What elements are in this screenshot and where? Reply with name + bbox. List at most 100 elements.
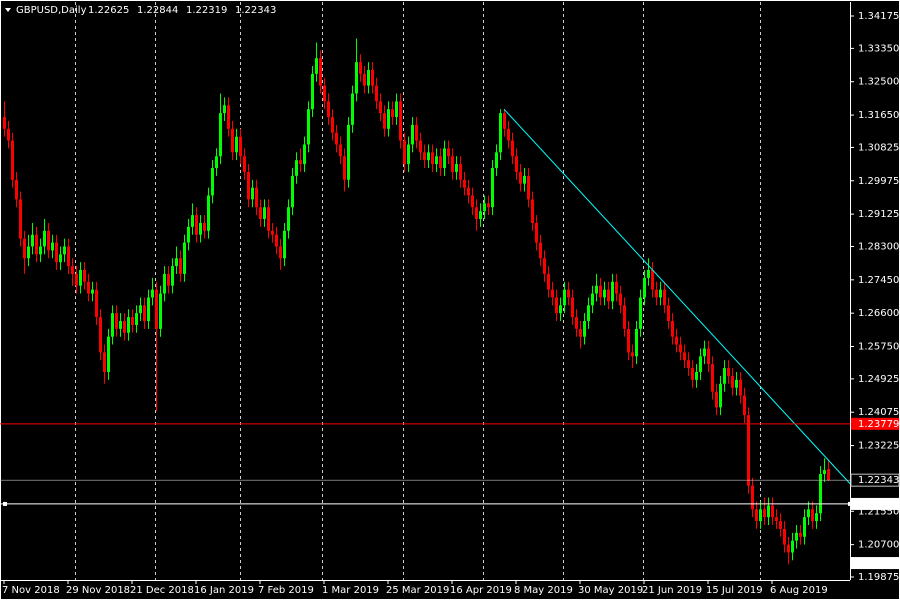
- candle-body: [323, 85, 326, 102]
- candle-body: [491, 168, 494, 208]
- candle-body: [359, 62, 362, 74]
- trendline: [503, 108, 853, 487]
- candle-body: [623, 305, 626, 329]
- candle-body: [631, 352, 634, 357]
- candle-body: [615, 281, 618, 294]
- candle-body: [531, 199, 534, 223]
- candle-body: [803, 517, 806, 537]
- menu-icon[interactable]: [5, 8, 11, 12]
- candle-body: [103, 352, 106, 373]
- candle-body: [311, 73, 314, 110]
- candle-body: [567, 289, 570, 298]
- candle-body: [339, 144, 342, 157]
- candle-body: [79, 270, 82, 286]
- y-tick-label: 1.32500: [858, 77, 899, 88]
- candle-body: [315, 58, 318, 74]
- candle-body: [11, 140, 14, 180]
- candle-body: [535, 222, 538, 243]
- candle-body: [543, 258, 546, 274]
- candle-body: [399, 101, 402, 141]
- candle-body: [411, 124, 414, 145]
- candle-body: [195, 215, 198, 235]
- candle-body: [687, 360, 690, 369]
- candle-body: [51, 242, 54, 251]
- candle-body: [223, 105, 226, 114]
- candle-body: [419, 140, 422, 153]
- candle-body: [199, 222, 202, 235]
- candle-body: [727, 368, 730, 376]
- candle-body: [715, 391, 718, 408]
- candle-body: [443, 148, 446, 169]
- candle-body: [203, 222, 206, 231]
- x-tick-label: 21 Jun 2019: [642, 585, 702, 596]
- x-tick-label: 15 Jul 2019: [706, 585, 763, 596]
- candle-body: [375, 85, 378, 102]
- candle-body: [403, 140, 406, 165]
- y-tick-label: 1.19875: [858, 572, 899, 583]
- y-tick-label: 1.34175: [858, 11, 899, 22]
- candle-body: [31, 234, 34, 247]
- x-tick-label: 16 Jan 2019: [194, 585, 254, 596]
- candle-body: [643, 277, 646, 298]
- candle-body: [587, 305, 590, 322]
- candle-body: [619, 293, 622, 306]
- candle-body: [599, 285, 602, 298]
- candle-body: [147, 297, 150, 322]
- candle-body: [523, 175, 526, 184]
- candle-body: [119, 321, 122, 329]
- candle-body: [679, 344, 682, 353]
- candle-body: [47, 230, 50, 251]
- candle-body: [163, 273, 166, 294]
- x-tick-label: 8 May 2019: [514, 585, 573, 596]
- candle-body: [379, 101, 382, 114]
- candle-body: [351, 93, 354, 125]
- candle-body: [7, 128, 10, 141]
- candle-body: [19, 199, 22, 239]
- candle-body: [731, 375, 734, 388]
- candle-body: [675, 336, 678, 345]
- candle-body: [283, 230, 286, 259]
- candle-body: [3, 117, 6, 129]
- candle-body: [547, 273, 550, 290]
- candle-body: [583, 321, 586, 337]
- candle-body: [607, 289, 610, 302]
- candle-body: [391, 109, 394, 118]
- level-anchor: [3, 501, 7, 506]
- candle-body: [75, 273, 78, 286]
- candle-body: [503, 113, 506, 129]
- candle-body: [259, 207, 262, 220]
- y-tick-label: 1.25750: [858, 342, 899, 353]
- candle-body: [235, 136, 238, 153]
- x-tick-label: 21 Dec 2018: [130, 585, 194, 596]
- candle-body: [115, 313, 118, 329]
- plot: [3, 38, 853, 565]
- candle-body: [779, 521, 782, 529]
- candle-body: [551, 289, 554, 298]
- candle-body: [159, 293, 162, 329]
- candle-body: [423, 152, 426, 161]
- candle-body: [627, 328, 630, 353]
- level-label-box: [851, 557, 899, 570]
- candle-body: [355, 62, 358, 94]
- candle-body: [395, 101, 398, 118]
- candle-body: [367, 69, 370, 86]
- x-tick-label: 25 Mar 2019: [386, 585, 449, 596]
- candle-body: [579, 328, 582, 337]
- x-tick-label: 6 Aug 2019: [770, 585, 828, 596]
- candle-body: [743, 395, 746, 416]
- candle-body: [91, 289, 94, 294]
- candle-body: [243, 156, 246, 172]
- candle-body: [291, 175, 294, 208]
- candle-body: [775, 517, 778, 522]
- candle-body: [539, 242, 542, 259]
- candle-body: [303, 144, 306, 165]
- candle-body: [255, 187, 258, 208]
- y-tick-label: 1.23225: [858, 441, 899, 452]
- candle-body: [131, 317, 134, 325]
- candle-body: [787, 544, 790, 553]
- candle-body: [719, 383, 722, 408]
- x-tick-label: 7 Feb 2019: [258, 585, 314, 596]
- candle-body: [35, 234, 38, 255]
- candle-body: [683, 352, 686, 361]
